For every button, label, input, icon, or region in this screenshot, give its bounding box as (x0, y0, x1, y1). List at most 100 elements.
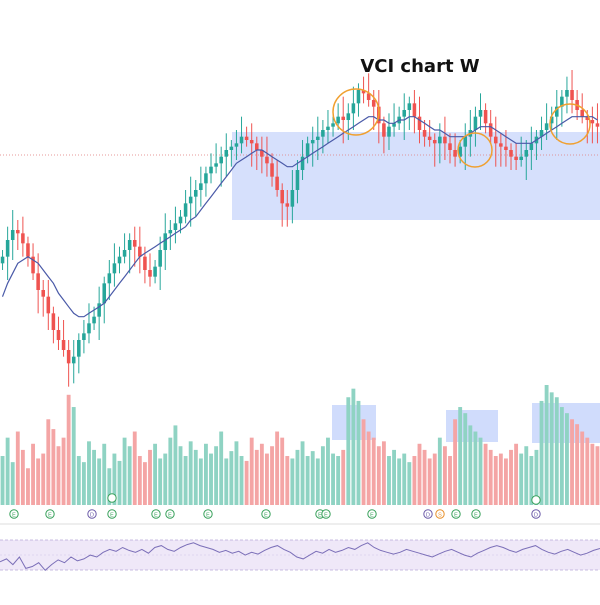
candle-body (565, 90, 569, 97)
candle-body (270, 163, 274, 177)
candle-body (82, 333, 86, 340)
volume-bar (442, 446, 447, 505)
volume-bar (204, 443, 208, 505)
candle-body (519, 156, 523, 160)
candle-body (427, 136, 432, 140)
candle-body (239, 136, 244, 144)
volume-layer (0, 385, 600, 505)
volume-bar (20, 449, 25, 505)
candle-body (265, 156, 269, 164)
volume-bar (46, 419, 51, 505)
volume-bar (315, 458, 320, 505)
candle-body (539, 130, 544, 137)
volume-bar (193, 449, 198, 505)
candle-body (514, 156, 518, 160)
candle-body (290, 190, 295, 207)
event-marker (261, 509, 271, 519)
candle-body (41, 290, 45, 297)
volume-bar (66, 394, 71, 505)
candle-body (422, 130, 427, 137)
candle-body (326, 126, 330, 130)
event-marker (151, 509, 161, 519)
volume-bar (559, 407, 564, 505)
volume-bar (437, 437, 442, 505)
candle-body (97, 303, 101, 317)
volume-bar (509, 449, 513, 505)
volume-bar (432, 453, 437, 505)
candle-body (153, 266, 157, 277)
moving-average-layer (1, 116, 598, 318)
candle-body (66, 350, 71, 364)
candle-body (46, 296, 51, 314)
candle-body (77, 340, 81, 357)
volume-bar (412, 456, 417, 505)
volume-bar (234, 441, 239, 505)
event-marker (531, 495, 541, 505)
volume-bar (300, 441, 305, 505)
volume-bar (148, 449, 152, 505)
candle-body (295, 170, 300, 190)
volume-bar (97, 458, 102, 505)
volume-bar (153, 443, 158, 505)
volume-bar (61, 437, 66, 505)
event-marker-label: D (426, 512, 430, 518)
event-marker-label: E (454, 512, 458, 518)
candle-body (300, 156, 305, 170)
volume-bar (0, 456, 5, 505)
candle-body (229, 146, 234, 150)
candle-body (346, 113, 351, 120)
volume-bar (305, 456, 310, 505)
volume-bar (310, 451, 315, 505)
volume-bar (198, 458, 203, 505)
candle-body (92, 316, 96, 324)
candle-body (499, 143, 503, 147)
volume-bar (183, 456, 188, 505)
volume-bar (417, 443, 422, 505)
volume-bar (483, 443, 488, 505)
candle-body (219, 156, 223, 164)
volume-bar (36, 458, 41, 505)
volume-bar (392, 449, 396, 505)
volume-bar (295, 449, 300, 505)
candle-body (382, 123, 386, 137)
candle-body (371, 100, 376, 107)
candle-body (590, 120, 595, 124)
volume-bar (265, 453, 269, 505)
moving-average-line (1, 116, 598, 318)
volume-bar (565, 413, 569, 505)
volume-bar (422, 449, 427, 505)
candle-body (356, 90, 361, 104)
candle-body (585, 116, 590, 120)
candle-body (544, 123, 549, 130)
volume-bar (549, 392, 554, 505)
volume-bar (529, 456, 534, 505)
event-marker-label: E (318, 512, 322, 518)
volume-bar (31, 443, 35, 505)
volume-bar (214, 446, 219, 505)
volume-bar (468, 425, 473, 505)
volume-bar (107, 468, 112, 505)
candle-body (102, 283, 107, 304)
volume-bar (361, 419, 366, 505)
highlight-circle (457, 132, 493, 168)
candle-body (51, 313, 56, 330)
volume-bar (381, 441, 386, 505)
volume-bar (163, 453, 168, 505)
candle-body (112, 263, 117, 274)
volume-bar (10, 462, 15, 505)
candle-body (31, 256, 35, 274)
volume-bar (102, 443, 107, 505)
candle-body (117, 256, 122, 264)
candle-body (5, 240, 10, 257)
volume-bar (229, 451, 234, 505)
event-marker-label: E (324, 512, 328, 518)
volume-bar (336, 456, 341, 505)
volume-bar (71, 407, 76, 505)
candle-body (432, 140, 437, 144)
volume-bar (158, 458, 163, 505)
candle-body (143, 256, 147, 270)
candle-body (549, 116, 554, 124)
volume-bar (320, 446, 325, 505)
volume-bar (371, 437, 376, 505)
